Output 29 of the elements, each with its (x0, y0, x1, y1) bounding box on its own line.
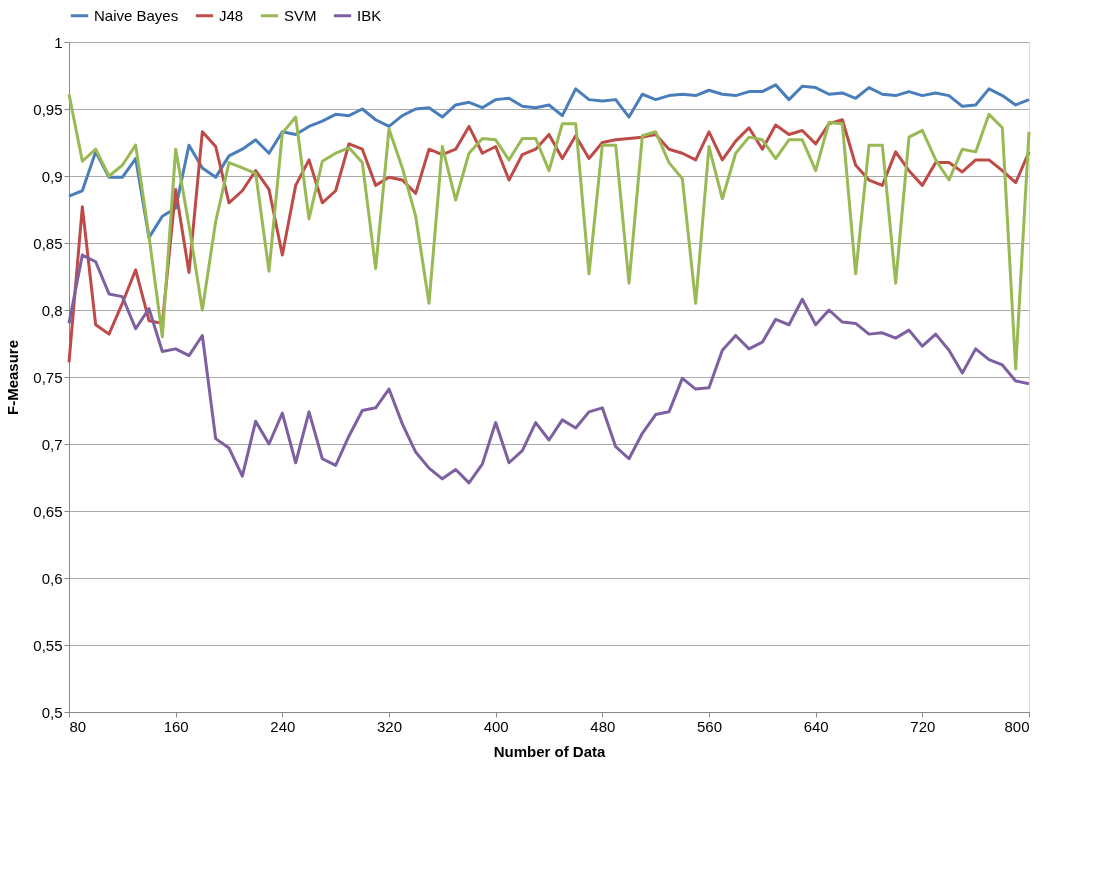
x-tick-label: 320 (376, 717, 403, 735)
y-tick-label: 0,6 (41, 569, 63, 587)
x-tick-label: 640 (803, 717, 829, 735)
y-tick-label: 0,95 (33, 100, 63, 118)
legend-label: SVM (284, 6, 317, 24)
x-tick-label: 720 (910, 717, 936, 735)
y-tick-label: 1 (54, 33, 63, 51)
y-tick-label: 0,65 (33, 502, 63, 520)
line-series (67, 83, 1031, 240)
y-tick-label: 0,8 (41, 301, 63, 319)
legend-label: Naive Bayes (94, 6, 179, 24)
y-tick-label: 0,75 (33, 368, 63, 386)
y-tick-label: 0,5 (41, 703, 63, 721)
legend-label: IBK (357, 6, 382, 24)
y-tick-label: 0,55 (33, 636, 63, 654)
line-series (67, 253, 1031, 485)
x-tick-label: 240 (270, 717, 296, 735)
x-tick-label: 480 (590, 717, 616, 735)
x-tick-label: 560 (696, 717, 723, 735)
y-tick-label: 0,85 (33, 234, 63, 252)
x-tick-label: 160 (163, 717, 189, 735)
x-tick-label: 800 (1004, 717, 1030, 735)
y-axis-title: F-Measure (4, 339, 22, 416)
y-tick-label: 0,7 (41, 435, 63, 453)
x-tick-label: 80 (69, 717, 87, 735)
y-tick-label: 0,9 (41, 167, 63, 185)
x-axis-title: Number of Data (493, 742, 606, 760)
x-tick-label: 400 (483, 717, 509, 735)
legend-label: J48 (219, 6, 244, 24)
